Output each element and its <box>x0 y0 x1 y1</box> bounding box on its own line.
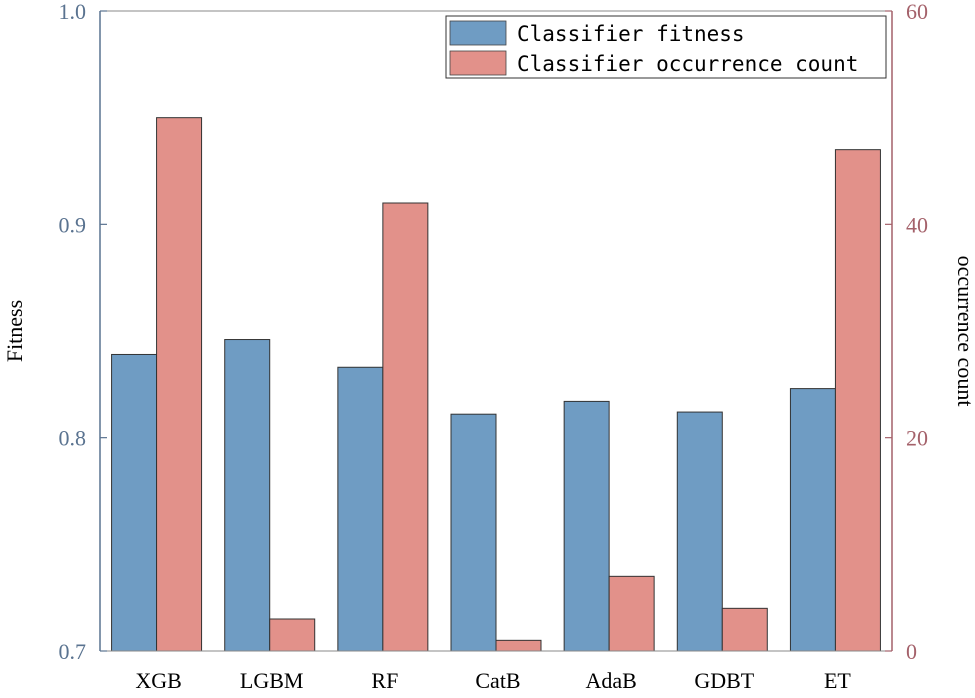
x-tick-label-et: ET <box>824 668 851 693</box>
legend-swatch-fitness <box>449 20 507 46</box>
bar-occurrence-rf <box>382 202 429 652</box>
bar-occurrence-catb <box>495 639 542 652</box>
legend-swatch-occurrence <box>449 50 507 76</box>
bar-fitness-catb <box>450 413 497 652</box>
bar-fitness-xgb <box>111 353 158 652</box>
bar-occurrence-et <box>834 149 881 652</box>
legend-label-fitness: Classifier fitness <box>517 22 745 46</box>
x-tick-label-adab: AdaB <box>585 668 636 693</box>
bars-layer: XGB LGBM RF CatB AdaB GDBT ET <box>111 117 881 693</box>
legend-label-occurrence: Classifier occurrence count <box>517 52 858 76</box>
bar-occurrence-lgbm <box>269 618 316 652</box>
x-tick-label-gdbt: GDBT <box>694 668 754 693</box>
bar-fitness-lgbm <box>224 339 271 652</box>
y-tick-label-right: 0 <box>906 639 917 664</box>
axes-layer <box>99 10 893 652</box>
x-tick-label-lgbm: LGBM <box>240 668 304 693</box>
y-tick-label-right: 40 <box>906 212 928 237</box>
bar-fitness-et <box>789 388 836 652</box>
bar-fitness-adab <box>563 400 610 652</box>
y-tick-label-left: 1.0 <box>59 0 87 24</box>
y-tick-label-right: 20 <box>906 426 928 451</box>
bar-fitness-gdbt <box>676 411 723 652</box>
bar-occurrence-xgb <box>156 117 203 652</box>
x-tick-label-rf: RF <box>371 668 398 693</box>
y-tick-label-left: 0.9 <box>59 212 87 237</box>
y-tick-label-left: 0.8 <box>59 426 87 451</box>
y-axis-title-left: Fitness <box>2 300 27 362</box>
y-tick-label-left: 0.7 <box>59 639 87 664</box>
y-axis-title-right: occurrence count <box>953 256 975 407</box>
ticks-layer: 0.7 0.8 0.9 1.0 0 20 40 60 <box>59 0 929 664</box>
legend: Classifier fitness Classifier occurrence… <box>445 15 887 79</box>
bar-occurrence-adab <box>608 575 655 652</box>
y-tick-label-right: 60 <box>906 0 928 24</box>
x-tick-label-catb: CatB <box>475 668 520 693</box>
bar-occurrence-gdbt <box>721 607 768 652</box>
x-tick-label-xgb: XGB <box>135 668 181 693</box>
legend-box <box>445 15 887 79</box>
bar-fitness-rf <box>337 366 384 652</box>
